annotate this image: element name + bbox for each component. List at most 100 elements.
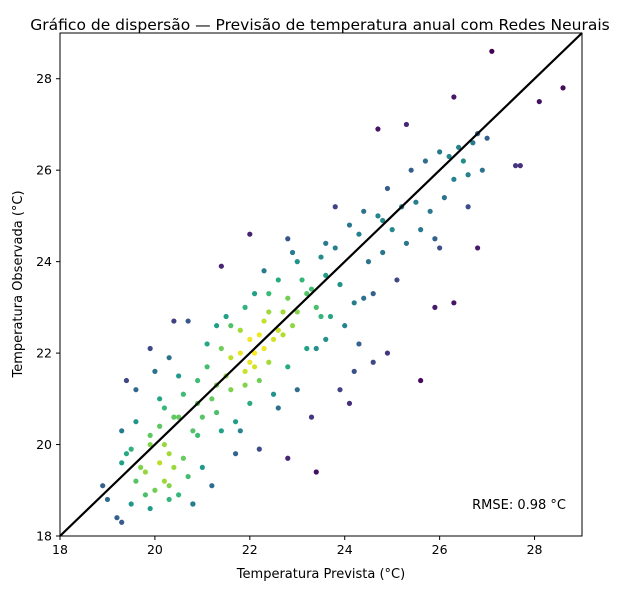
scatter-point — [380, 249, 386, 256]
scatter-point — [403, 121, 410, 128]
scatter-point — [228, 355, 234, 361]
scatter-point — [180, 391, 186, 397]
scatter-point — [432, 236, 438, 242]
scatter-point — [294, 309, 300, 315]
scatter-point — [299, 277, 305, 283]
scatter-point — [346, 222, 353, 228]
scatter-point — [479, 167, 485, 173]
scatter-point — [251, 364, 258, 370]
scatter-point — [285, 236, 291, 242]
scatter-point — [280, 309, 286, 315]
scatter-point — [190, 428, 196, 434]
scatter-point — [384, 350, 391, 356]
scatter-point — [104, 496, 111, 503]
scatter-point — [251, 350, 258, 356]
scatter-point — [128, 446, 134, 452]
scatter-point — [289, 323, 296, 329]
scatter-point — [313, 345, 319, 352]
x-tick-label: 20 — [147, 542, 163, 557]
scatter-point — [166, 451, 172, 457]
scatter-point — [465, 204, 471, 210]
scatter-point — [142, 469, 149, 475]
scatter-point — [275, 277, 281, 283]
y-tick-label: 22 — [36, 346, 52, 361]
scatter-point — [285, 455, 291, 461]
scatter-point — [209, 483, 215, 489]
x-tick-label: 18 — [52, 542, 68, 557]
scatter-point — [489, 48, 495, 54]
scatter-point — [465, 172, 471, 178]
scatter-point — [195, 377, 201, 384]
x-axis-label: Temperatura Prevista (°C) — [236, 567, 405, 582]
scatter-point — [517, 163, 523, 169]
scatter-point — [123, 451, 130, 457]
scatter-point — [351, 300, 357, 306]
y-tick-label: 26 — [36, 163, 52, 178]
scatter-point — [422, 158, 428, 164]
scatter-point — [456, 144, 462, 150]
scatter-point — [147, 505, 153, 512]
scatter-point — [100, 483, 106, 489]
scatter-point — [451, 300, 457, 306]
scatter-point — [228, 323, 234, 329]
scatter-point — [304, 291, 310, 297]
scatter-point — [275, 327, 281, 333]
scatter-point — [337, 387, 343, 393]
scatter-point — [133, 419, 139, 425]
scatter-point — [237, 428, 243, 434]
scatter-point — [304, 345, 310, 352]
scatter-point — [351, 368, 357, 374]
scatter-point — [441, 195, 447, 201]
scatter-point — [218, 263, 224, 269]
scatter-point — [119, 460, 125, 466]
scatter-point — [133, 478, 139, 484]
scatter-point — [171, 318, 177, 324]
scatter-point — [280, 332, 286, 338]
scatter-point — [247, 336, 253, 342]
scatter-point — [128, 501, 134, 507]
scatter-point — [323, 240, 329, 246]
scatter-point — [285, 295, 291, 301]
scatter-point — [403, 240, 410, 246]
scatter-point — [313, 469, 319, 475]
scatter-point — [261, 318, 267, 324]
scatter-point — [256, 446, 262, 452]
scatter-point — [432, 304, 438, 310]
scatter-point — [370, 359, 376, 365]
scatter-point — [232, 451, 239, 457]
scatter-point — [123, 377, 130, 384]
scatter-point — [389, 227, 395, 233]
y-tick-label: 28 — [36, 71, 52, 86]
scatter-point — [157, 423, 163, 429]
scatter-point — [266, 309, 272, 315]
scatter-point — [209, 396, 215, 402]
identity-line — [59, 32, 583, 537]
scatter-point — [451, 94, 457, 100]
scatter-point — [318, 254, 324, 260]
scatter-point — [313, 304, 319, 310]
scatter-point — [157, 460, 163, 466]
scatter-point — [199, 464, 205, 471]
scatter-point — [166, 355, 172, 361]
scatter-point — [266, 359, 272, 365]
scatter-point — [256, 377, 262, 384]
scatter-point — [204, 364, 210, 370]
scatter-point — [147, 441, 153, 448]
scatter-point — [119, 428, 125, 434]
scatter-point — [218, 428, 224, 434]
scatter-point — [289, 249, 296, 256]
y-axis-label: Temperatura Observada (°C) — [11, 190, 26, 378]
scatter-point — [147, 432, 153, 438]
scatter-point — [375, 213, 381, 219]
scatter-point — [161, 441, 167, 448]
x-tick-label: 24 — [337, 542, 353, 557]
scatter-point — [356, 231, 362, 237]
scatter-point — [133, 387, 139, 393]
y-tick-label: 20 — [36, 437, 52, 452]
scatter-point — [223, 313, 229, 320]
scatter-point — [361, 295, 367, 301]
scatter-point — [171, 464, 177, 471]
scatter-point — [214, 409, 220, 416]
scatter-point — [138, 464, 144, 471]
